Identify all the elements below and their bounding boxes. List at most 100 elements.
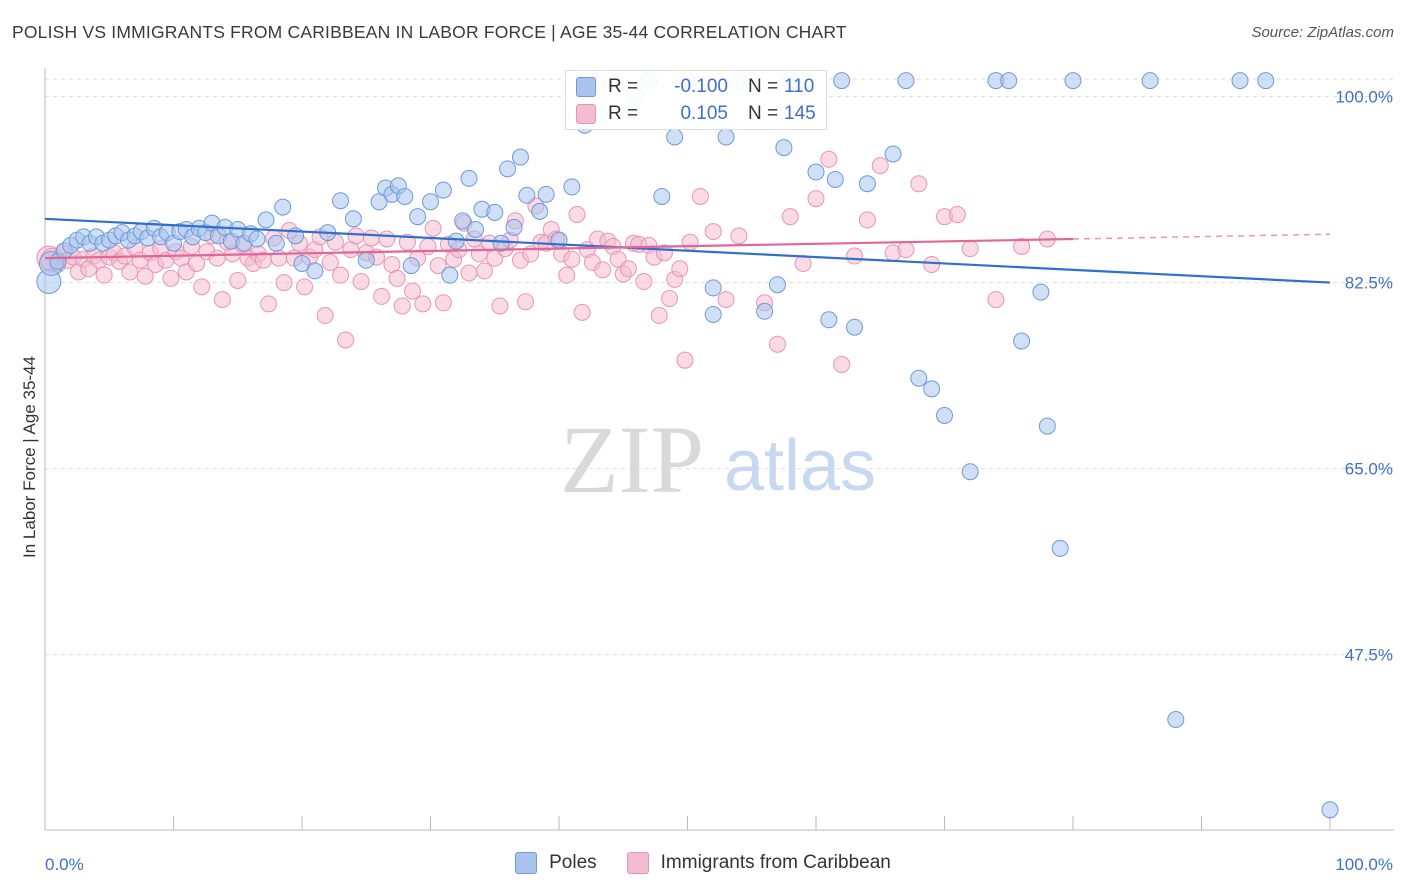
poles-point	[486, 203, 504, 221]
caribbean-point	[429, 257, 447, 275]
x-tick-label: 0.0%	[45, 855, 84, 874]
poles-point	[1141, 72, 1159, 90]
poles-point	[1038, 417, 1056, 435]
caribbean-point	[414, 295, 432, 313]
poles-point	[826, 170, 844, 188]
caribbean-point	[229, 271, 247, 289]
poles-point	[434, 181, 452, 199]
poles-points	[36, 72, 1339, 819]
poles-point	[1032, 283, 1050, 301]
poles-point	[768, 276, 786, 294]
caribbean-point	[671, 260, 689, 278]
caribbean-point	[619, 260, 637, 278]
caribbean-point	[393, 297, 411, 315]
poles-point	[653, 187, 671, 205]
poles-point	[1013, 332, 1031, 350]
poles-point	[1051, 539, 1069, 557]
poles-n-value: 110	[784, 76, 815, 97]
caribbean-point	[260, 295, 278, 313]
caribbean-point	[136, 267, 154, 285]
poles-point	[466, 220, 484, 238]
caribbean-point	[491, 297, 509, 315]
watermark-atlas: atlas	[724, 426, 876, 506]
poles-r-value: -0.100	[674, 76, 728, 97]
poles-trend-line	[44, 217, 1331, 284]
caribbean-point	[833, 355, 851, 373]
poles-point	[499, 160, 517, 178]
poles-point	[775, 139, 793, 157]
caribbean-point	[193, 278, 211, 296]
caribbean-point	[404, 282, 422, 300]
caribbean-n-value: 145	[784, 103, 816, 124]
legend-item-caribbean[interactable]: Immigrants from Caribbean	[626, 852, 891, 874]
caribbean-point	[730, 227, 748, 245]
caribbean-point	[373, 287, 391, 305]
poles-point	[257, 211, 275, 229]
y-tick-label: 65.0%	[1345, 460, 1393, 479]
poles-point	[274, 198, 292, 216]
caribbean-stats-row: R = 0.105 N = 145	[576, 102, 816, 126]
poles-point	[897, 72, 915, 90]
poles-point	[370, 193, 388, 211]
poles-point	[858, 175, 876, 193]
poles-point	[807, 163, 825, 181]
caribbean-point	[681, 233, 699, 251]
caribbean-point	[460, 264, 478, 282]
caribbean-point	[296, 278, 314, 296]
poles-point	[306, 262, 324, 280]
y-axis-title: In Labor Force | Age 35-44	[20, 356, 39, 558]
caribbean-point	[846, 247, 864, 265]
poles-point	[293, 254, 311, 272]
poles-point	[454, 212, 472, 230]
poles-point	[961, 463, 979, 481]
watermark-zip: ZIP	[560, 406, 704, 513]
poles-point	[666, 128, 684, 146]
caribbean-point	[661, 290, 679, 308]
caribbean-point	[270, 249, 288, 267]
legend-item-poles[interactable]: Poles	[515, 852, 597, 874]
source-credit: Source: ZipAtlas.com	[1251, 24, 1394, 41]
caribbean-point	[691, 187, 709, 205]
caribbean-point	[208, 249, 226, 267]
caribbean-point	[1013, 237, 1031, 255]
poles-r-label: R =	[608, 76, 639, 97]
poles-point	[1257, 72, 1275, 90]
caribbean-r-label: R =	[608, 103, 639, 124]
legend-poles-label: Poles	[549, 852, 597, 873]
caribbean-point	[517, 293, 535, 311]
caribbean-point	[362, 229, 380, 247]
caribbean-point	[820, 150, 838, 168]
caribbean-point	[213, 291, 231, 309]
caribbean-point	[475, 262, 493, 280]
poles-point	[447, 232, 465, 250]
poles-n-label: N =	[748, 76, 779, 97]
poles-point	[1064, 72, 1082, 90]
poles-point	[910, 369, 928, 387]
caribbean-point	[337, 331, 355, 349]
poles-point	[441, 266, 459, 284]
caribbean-point	[794, 254, 812, 272]
poles-point	[704, 279, 722, 297]
caribbean-point	[573, 303, 591, 321]
legend-caribbean-swatch	[626, 852, 649, 874]
chart-title: POLISH VS IMMIGRANTS FROM CARIBBEAN IN L…	[12, 22, 847, 42]
poles-point	[563, 178, 581, 196]
poles-point	[511, 148, 529, 166]
y-tick-label: 100.0%	[1335, 88, 1393, 107]
caribbean-point	[275, 274, 293, 292]
poles-stats-row: R = -0.100 N = 110	[576, 75, 814, 99]
caribbean-swatch	[576, 104, 596, 124]
caribbean-point	[332, 266, 350, 284]
caribbean-trend-extension	[1072, 233, 1331, 240]
legend-poles-swatch	[515, 852, 538, 874]
poles-point	[884, 145, 902, 163]
poles-point	[1321, 801, 1339, 819]
caribbean-point	[434, 294, 452, 312]
poles-point	[402, 257, 420, 275]
caribbean-point	[594, 261, 612, 279]
caribbean-point	[563, 250, 581, 268]
poles-point	[537, 185, 555, 203]
poles-point	[396, 187, 414, 205]
caribbean-point	[781, 208, 799, 226]
poles-point	[248, 230, 266, 248]
